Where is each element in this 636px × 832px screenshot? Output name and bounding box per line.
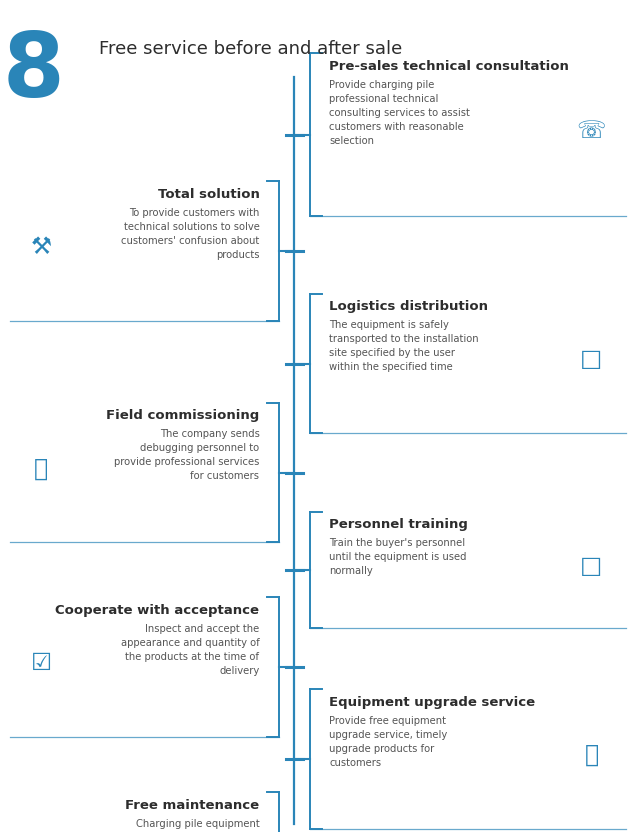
Text: Logistics distribution: Logistics distribution bbox=[329, 300, 488, 314]
Text: □: □ bbox=[580, 554, 603, 577]
Text: The equipment is safely
transported to the installation
site specified by the us: The equipment is safely transported to t… bbox=[329, 320, 479, 373]
Text: Free maintenance: Free maintenance bbox=[125, 799, 259, 812]
Text: Personnel training: Personnel training bbox=[329, 518, 468, 532]
Text: ⓘ: ⓘ bbox=[584, 743, 598, 766]
Text: ☏: ☏ bbox=[577, 119, 606, 142]
Text: Equipment upgrade service: Equipment upgrade service bbox=[329, 696, 536, 709]
Text: Charging pile equipment
failure warranty period free
on-site maintenance: Charging pile equipment failure warranty… bbox=[122, 819, 259, 832]
Text: Free service before and after sale: Free service before and after sale bbox=[99, 40, 402, 58]
Text: The company sends
debugging personnel to
provide professional services
for custo: The company sends debugging personnel to… bbox=[114, 429, 259, 481]
Text: Total solution: Total solution bbox=[158, 188, 259, 201]
Text: ☑: ☑ bbox=[31, 651, 52, 675]
Text: Train the buyer's personnel
until the equipment is used
normally: Train the buyer's personnel until the eq… bbox=[329, 538, 467, 577]
Text: Provide charging pile
professional technical
consulting services to assist
custo: Provide charging pile professional techn… bbox=[329, 80, 471, 146]
Text: ⤵: ⤵ bbox=[34, 457, 48, 480]
Text: Pre-sales technical consultation: Pre-sales technical consultation bbox=[329, 60, 569, 73]
Text: Inspect and accept the
appearance and quantity of
the products at the time of
de: Inspect and accept the appearance and qu… bbox=[121, 624, 259, 676]
Text: Cooperate with acceptance: Cooperate with acceptance bbox=[55, 604, 259, 617]
Text: Field commissioning: Field commissioning bbox=[106, 409, 259, 423]
Text: To provide customers with
technical solutions to solve
customers' confusion abou: To provide customers with technical solu… bbox=[121, 208, 259, 260]
Text: ⚒: ⚒ bbox=[31, 235, 52, 259]
Text: 8: 8 bbox=[2, 29, 64, 116]
Text: Provide free equipment
upgrade service, timely
upgrade products for
customers: Provide free equipment upgrade service, … bbox=[329, 716, 448, 767]
Text: □: □ bbox=[580, 348, 603, 371]
